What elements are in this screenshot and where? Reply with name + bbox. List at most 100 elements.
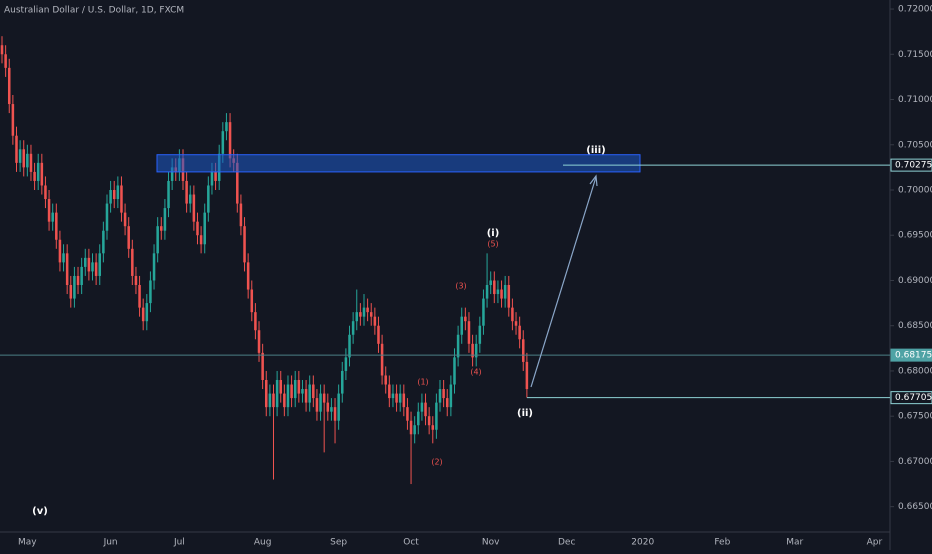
x-tick-label: Dec	[558, 538, 575, 548]
candle-body	[507, 285, 511, 308]
candle-body	[348, 334, 351, 358]
candle-body	[127, 226, 130, 249]
candle-body	[83, 257, 87, 267]
candle-body	[134, 275, 138, 285]
candle-body	[391, 393, 395, 399]
candle-body	[319, 393, 322, 412]
candle-body	[268, 393, 272, 408]
price-label: 0.70275	[895, 161, 932, 171]
wave-label: (4)	[470, 368, 481, 377]
candle-body	[315, 398, 319, 412]
candle-body	[112, 190, 116, 200]
candle-body	[471, 343, 474, 358]
candle-body	[362, 307, 366, 317]
candle-body	[503, 285, 507, 299]
candle-body	[496, 289, 500, 295]
x-tick-label: Nov	[482, 538, 500, 548]
candle-body	[518, 325, 521, 340]
candle-body	[380, 343, 384, 376]
candle-body	[131, 248, 134, 276]
candle-body	[102, 230, 105, 254]
price-label-box	[890, 348, 932, 362]
candle-body	[417, 411, 420, 426]
candle-body	[453, 357, 456, 385]
candle-body	[62, 253, 65, 263]
y-tick-label: 0.71000	[898, 95, 932, 105]
candle-body	[138, 285, 141, 308]
arrow-head	[589, 174, 598, 187]
candle-body	[388, 384, 391, 399]
y-tick-label: 0.70500	[898, 140, 932, 150]
candle-body	[188, 194, 192, 204]
candle-body	[359, 312, 362, 317]
candle-body	[344, 357, 348, 371]
x-tick-label: Mar	[786, 538, 803, 548]
candle-body	[275, 380, 279, 408]
candle-body	[301, 389, 304, 394]
candle-body	[395, 393, 398, 403]
candle-body	[91, 262, 94, 272]
wave-label: (2)	[431, 458, 442, 467]
wave-label: (v)	[32, 506, 48, 517]
candle-body	[225, 122, 228, 132]
candle-body	[65, 253, 69, 285]
chart-title: Australian Dollar / U.S. Dollar, 1D, FXC…	[4, 6, 184, 16]
candle-body	[279, 380, 283, 394]
candle-body	[239, 203, 243, 227]
candle-body	[11, 104, 15, 136]
candle-body	[156, 226, 159, 254]
candle-body	[87, 257, 91, 272]
y-tick-label: 0.66500	[898, 502, 932, 512]
candle-body	[80, 266, 83, 285]
candle-body	[333, 407, 337, 421]
candle-body	[272, 393, 275, 408]
y-tick-label: 0.69500	[898, 231, 932, 241]
wave-label: (ii)	[517, 408, 533, 419]
candle-body	[402, 393, 406, 408]
candle-body	[199, 235, 203, 245]
y-tick-label: 0.67000	[898, 457, 932, 467]
x-tick-label: Apr	[867, 538, 883, 548]
wave-label: (3)	[455, 282, 466, 291]
arrow	[530, 176, 597, 388]
candle-body	[398, 393, 402, 403]
candle-body	[493, 280, 496, 295]
price-label-box	[890, 391, 932, 405]
candle-body	[192, 194, 196, 222]
candle-body	[460, 316, 463, 335]
candle-body	[431, 425, 435, 430]
candle-body	[207, 185, 210, 213]
candle-body	[7, 67, 11, 105]
candle-body	[283, 393, 286, 408]
candle-body	[55, 212, 58, 240]
candle-body	[76, 275, 80, 285]
candle-body	[185, 180, 188, 204]
y-tick-label: 0.70000	[898, 186, 932, 196]
candle-body	[369, 312, 373, 317]
candle-body	[420, 402, 424, 412]
x-tick-label: Oct	[403, 538, 419, 548]
candle-body	[427, 416, 431, 426]
candle-body	[109, 190, 112, 204]
candle-body	[141, 307, 145, 322]
candle-body	[163, 208, 167, 231]
candle-body	[98, 253, 102, 276]
candle-body	[47, 199, 51, 222]
candle-body	[246, 262, 250, 290]
candle-body	[120, 185, 123, 213]
candle-body	[304, 389, 308, 403]
candle-body	[264, 380, 268, 408]
candle-body	[105, 203, 109, 231]
y-tick-label: 0.67500	[898, 412, 932, 422]
candle-body	[0, 45, 4, 55]
candle-body	[355, 312, 359, 322]
candle-body	[40, 162, 44, 186]
candle-body	[170, 167, 174, 181]
x-tick-label: Sep	[330, 538, 347, 548]
candle-body	[308, 384, 311, 403]
candle-body	[456, 334, 460, 358]
y-tick-label: 0.71500	[898, 50, 932, 60]
